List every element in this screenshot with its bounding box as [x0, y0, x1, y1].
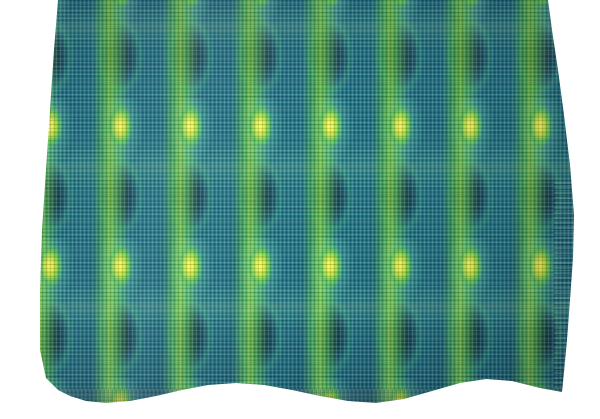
- right-selvedge-ribbing: [554, 180, 574, 403]
- bottom-hem-ribbing: [40, 389, 574, 403]
